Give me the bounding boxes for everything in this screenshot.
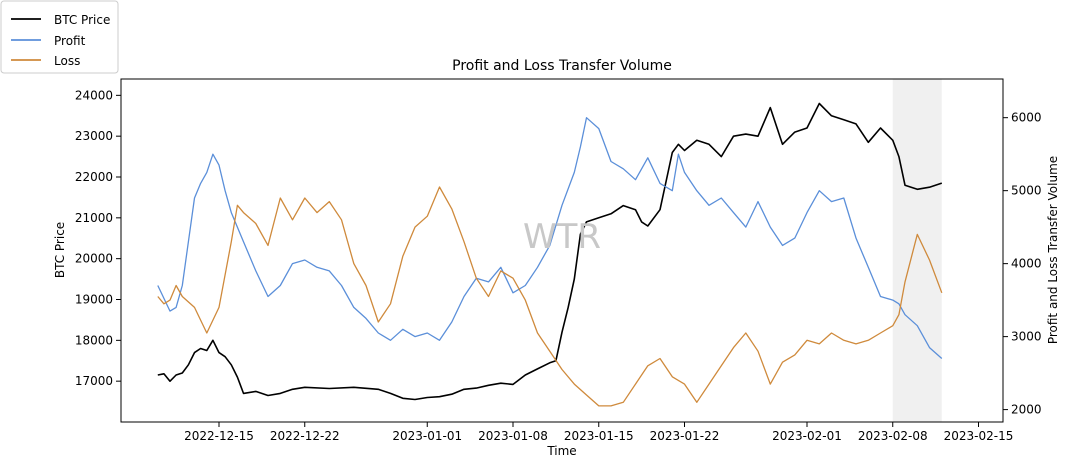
y-right-tick-label: 6000	[1011, 111, 1042, 125]
x-tick-label: 2023-01-22	[650, 429, 720, 443]
series-lines	[157, 102, 943, 407]
x-tick-label: 2023-01-01	[392, 429, 462, 443]
x-tick-label: 2023-01-08	[478, 429, 548, 443]
x-tick-label: 2023-02-08	[858, 429, 928, 443]
y-axis-left: 17000 18000 19000 20000 21000 22000 23000 24000	[75, 88, 121, 388]
y-axis-left-title: BTC Price	[53, 222, 67, 278]
y-right-tick-label: 5000	[1011, 184, 1042, 198]
y-left-tick-label: 21000	[75, 211, 113, 225]
y-left-tick-label: 17000	[75, 374, 113, 388]
y-axis-right-title: Profit and Loss Transfer Volume	[1046, 156, 1060, 344]
x-tick-label: 2023-02-15	[944, 429, 1014, 443]
series-line-profit	[157, 117, 943, 359]
y-left-tick-label: 23000	[75, 129, 113, 143]
shaded-region	[892, 79, 942, 422]
legend-label-btc-price: BTC Price	[54, 13, 110, 27]
chart-title: Profit and Loss Transfer Volume	[452, 58, 672, 74]
y-left-tick-label: 18000	[75, 333, 113, 347]
y-right-tick-label: 3000	[1011, 330, 1042, 344]
y-left-tick-label: 22000	[75, 170, 113, 184]
y-right-tick-label: 4000	[1011, 257, 1042, 271]
legend-label-loss: Loss	[54, 54, 80, 68]
y-left-tick-label: 24000	[75, 88, 113, 102]
y-left-tick-label: 19000	[75, 293, 113, 307]
legend: BTC Price Profit Loss	[0, 0, 119, 74]
x-axis: 2022-12-15 2022-12-22 2023-01-01 2023-01-08…	[184, 422, 1013, 443]
y-right-tick-label: 2000	[1011, 403, 1042, 417]
x-axis-title: Time	[546, 444, 576, 458]
watermark: WTR	[523, 217, 601, 257]
x-tick-label: 2022-12-22	[270, 429, 340, 443]
x-tick-label: 2023-02-01	[772, 429, 842, 443]
series-line-loss	[157, 186, 943, 407]
y-left-tick-label: 20000	[75, 252, 113, 266]
legend-label-profit: Profit	[54, 34, 86, 48]
y-axis-right: 2000 3000 4000 5000 6000	[1003, 111, 1042, 417]
x-tick-label: 2023-01-15	[564, 429, 634, 443]
plot-frame	[120, 78, 1004, 423]
x-tick-label: 2022-12-15	[184, 429, 254, 443]
